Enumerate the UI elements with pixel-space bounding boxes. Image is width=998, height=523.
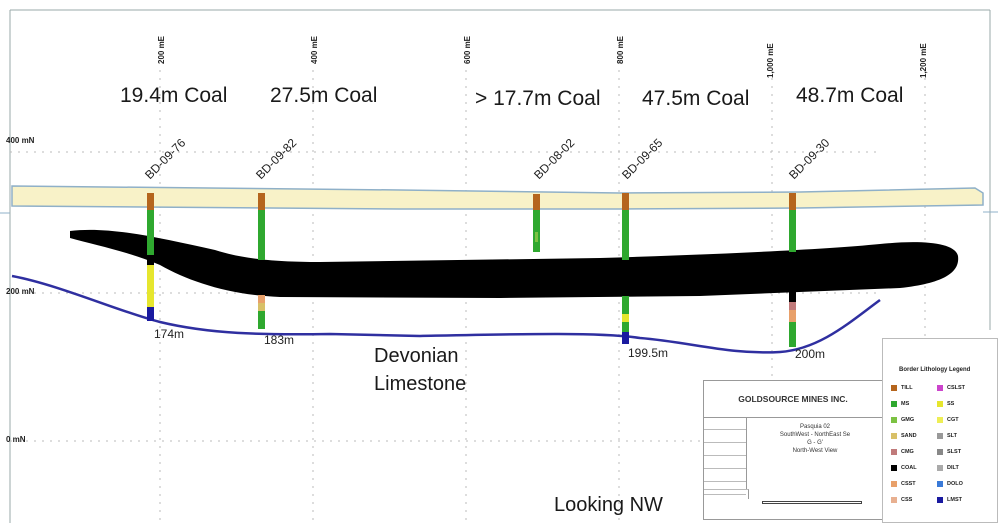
legend-label: SS [947, 401, 955, 407]
drill-hole-BD-09-30 [789, 193, 796, 347]
project-line: Pasquia 02 [799, 424, 831, 430]
legend-item-gmg: GMG [891, 417, 914, 423]
legend-item-ss: SS [937, 401, 954, 407]
scale-bar [762, 501, 862, 504]
project-line: G - G' [807, 440, 823, 446]
legend-item-css: CSS [891, 497, 912, 503]
coal-label-BD-09-65: 47.5m Coal [642, 87, 750, 110]
legend-swatch [891, 417, 897, 423]
depth-label-BD-09-76: 174m [154, 327, 185, 341]
title-block-fields [704, 417, 747, 495]
unit-label-line-1: Devonian [374, 345, 459, 367]
legend-swatch [891, 401, 897, 407]
legend-label: CSS [901, 497, 913, 503]
legend-label: CMG [901, 449, 914, 455]
project-line: North-West View [792, 448, 838, 454]
legend-title: Border Lithology Legend [899, 367, 971, 373]
scale-row [704, 489, 749, 499]
coal-seam [70, 229, 959, 298]
easting-label-400: 400 mE [310, 35, 319, 64]
legend-label: GMG [901, 417, 915, 423]
legend-swatch [937, 385, 943, 391]
legend-swatch [937, 401, 943, 407]
legend-item-ms: MS [891, 401, 909, 407]
legend-swatch [891, 385, 897, 391]
legend-swatch [891, 465, 897, 471]
legend-item-till: TILL [891, 385, 913, 391]
legend-label: TILL [901, 385, 913, 391]
easting-label-200: 200 mE [157, 35, 166, 64]
depth-label-BD-09-30: 200m [795, 347, 826, 361]
legend-label: SLT [947, 433, 957, 439]
legend-swatch [937, 449, 943, 455]
legend-label: SAND [901, 433, 917, 439]
project-info: Pasquia 02 SouthWest - NorthEast Se G - … [750, 423, 880, 455]
coal-label-BD-09-82: 27.5m Coal [270, 84, 378, 107]
legend-label: DOLO [947, 481, 963, 487]
legend-item-sand: SAND [891, 433, 917, 439]
lithology-legend: Border Lithology Legend TILL CSLST MS SS GMG… [882, 338, 998, 523]
easting-label-1200: 1,200 mE [919, 43, 928, 78]
legend-item-slst: SLST [937, 449, 961, 455]
legend-label: CSST [901, 481, 916, 487]
legend-label: COAL [901, 465, 917, 471]
company-name: GOLDSOURCE MINES INC. [704, 381, 882, 418]
drill-hole-BD-09-65 [622, 193, 629, 344]
till-layer [11, 185, 984, 210]
legend-swatch [937, 417, 943, 423]
easting-label-1000: 1,000 mE [766, 43, 775, 78]
legend-item-slt: SLT [937, 433, 957, 439]
legend-swatch [891, 481, 897, 487]
depth-label-BD-09-82: 183m [264, 333, 295, 347]
legend-label: SLST [947, 449, 962, 455]
northing-label-0: 0 mN [6, 435, 26, 444]
view-direction-label: Looking NW [554, 494, 663, 516]
legend-item-coal: COAL [891, 465, 917, 471]
title-block: GOLDSOURCE MINES INC. Pasquia 02 SouthWe… [703, 380, 883, 520]
legend-label: MS [901, 401, 910, 407]
legend-item-cgt: CGT [937, 417, 959, 423]
drill-hole-BD-09-82 [258, 193, 265, 329]
legend-swatch [937, 497, 943, 503]
legend-swatch [937, 465, 943, 471]
easting-label-800: 800 mE [616, 35, 625, 64]
legend-item-csst: CSST [891, 481, 916, 487]
legend-item-dilt: DILT [937, 465, 959, 471]
drill-hole-BD-09-76 [147, 193, 154, 321]
legend-label: CGT [947, 417, 959, 423]
unit-label-line-2: Limestone [374, 373, 467, 395]
northing-label-400: 400 mN [6, 136, 35, 145]
project-line: SouthWest - NorthEast Se [779, 432, 851, 438]
legend-item-dolo: DOLO [937, 481, 963, 487]
coal-label-BD-09-30: 48.7m Coal [796, 84, 904, 107]
legend-label: CSLST [947, 385, 966, 391]
depth-label-BD-09-65: 199.5m [628, 346, 669, 360]
drill-hole-BD-08-02 [533, 194, 540, 252]
coal-label-BD-09-76: 19.4m Coal [120, 84, 228, 107]
legend-swatch [891, 433, 897, 439]
legend-label: DILT [947, 465, 959, 471]
legend-swatch [891, 497, 897, 503]
legend-item-cslst: CSLST [937, 385, 965, 391]
legend-item-cmg: CMG [891, 449, 914, 455]
legend-item-lmst: LMST [937, 497, 962, 503]
legend-swatch [891, 449, 897, 455]
legend-label: LMST [947, 497, 962, 503]
legend-swatch [937, 481, 943, 487]
northing-label-200: 200 mN [6, 287, 35, 296]
coal-label-BD-08-02: > 17.7m Coal [475, 87, 601, 110]
legend-swatch [937, 433, 943, 439]
easting-label-600: 600 mE [463, 35, 472, 64]
